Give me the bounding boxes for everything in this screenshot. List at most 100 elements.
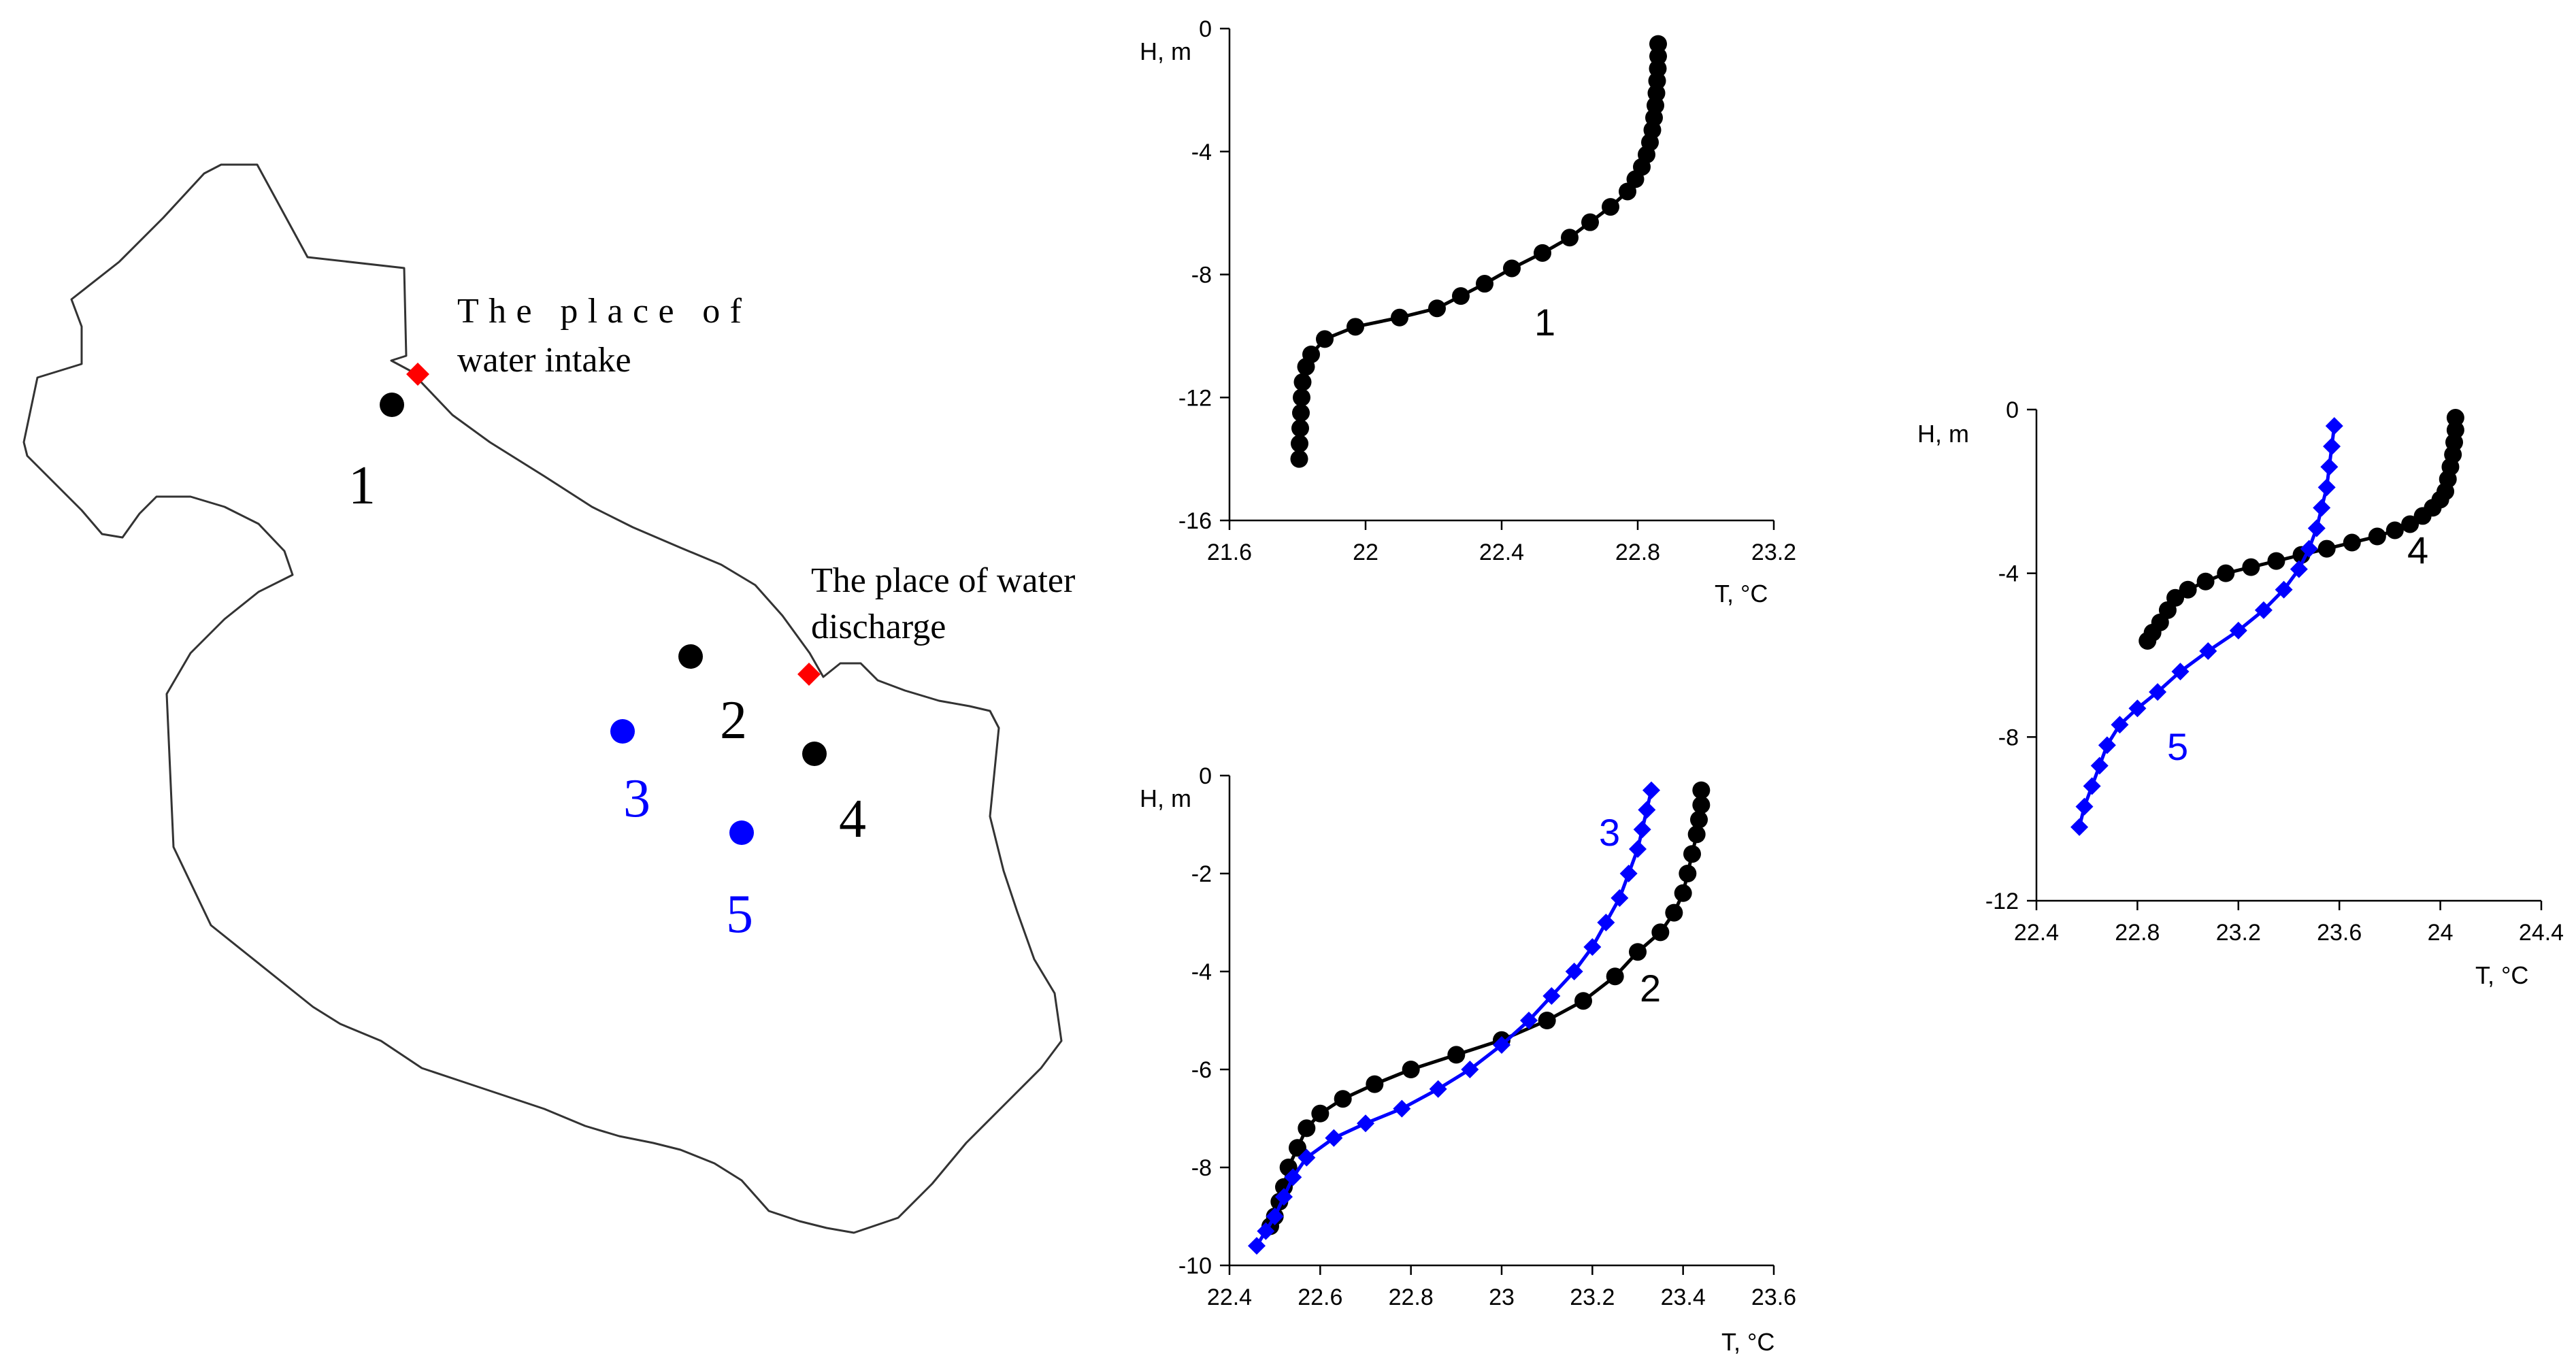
series-5-point	[2325, 417, 2343, 435]
chart-stations-2-3: 22.4 22.6 22.8 23 23.2 23.4 23.6-10-8-6-4-20H,…	[1140, 763, 1796, 1356]
series-3-point	[1583, 938, 1602, 956]
series-5-point	[2149, 683, 2167, 701]
series-1-point	[1476, 275, 1493, 293]
x-tick-label: 22.8	[2115, 920, 2160, 946]
station-5-label: 5	[726, 884, 753, 944]
series-5-point	[2083, 777, 2101, 795]
x-axis-label: T, °C	[1721, 1328, 1774, 1356]
x-axis-label: T, °C	[1715, 580, 1768, 608]
series-2-point	[1275, 1178, 1293, 1196]
series-1-point	[1452, 287, 1470, 305]
series-3-point	[1257, 1222, 1275, 1240]
series-2-point	[1679, 865, 1697, 882]
series-5-point	[2229, 621, 2247, 640]
y-tick-label: 0	[1199, 763, 1212, 789]
series-3-point	[1619, 865, 1638, 882]
series-5-point	[2254, 601, 2273, 619]
chart-station-1: 21.6 22 22.4 22.8 23.2 -16 -12 -8 -4 0 H, m T, °C 1	[1140, 16, 1796, 608]
series-2-point	[1574, 992, 1592, 1010]
series-1-line	[1298, 44, 1660, 459]
series-2-point	[1683, 845, 1701, 863]
y-tick-label: -8	[1998, 725, 2019, 750]
series-2-point	[1674, 884, 1692, 902]
station-4-label: 4	[839, 789, 866, 849]
series-3-point	[1638, 801, 1656, 819]
station-2-point	[678, 644, 703, 669]
x-tick-label: 22.4	[1479, 539, 1524, 565]
series-5-point	[2111, 716, 2129, 734]
series-1-point	[1581, 213, 1599, 231]
x-tick-label: 21.6	[1207, 539, 1252, 565]
series-5-point	[2313, 499, 2331, 517]
series-3-point	[1642, 781, 1660, 799]
series-3-point	[1284, 1168, 1302, 1186]
series-5-point	[2070, 818, 2089, 836]
y-tick-label: -10	[1178, 1253, 1212, 1279]
chart-stations-4-5: 22.4 22.8 23.2 23.6 24 24.4 -12 -8 -4 0 H, m T, °C 4…	[1917, 397, 2564, 989]
series-2-point	[1289, 1139, 1306, 1157]
y-tick-label: 0	[1199, 16, 1212, 42]
water-intake-annotation-line1: The place of	[457, 292, 742, 331]
series-3-point	[1357, 1114, 1374, 1133]
series-2-point	[1651, 923, 1670, 942]
x-tick-label: 22	[1353, 539, 1378, 565]
series-3-point	[1461, 1061, 1479, 1078]
x-tick-label: 22.6	[1298, 1284, 1342, 1310]
y-axis-label: H, m	[1917, 420, 1969, 448]
series-3-label: 3	[1599, 811, 1620, 854]
y-tick-label: -12	[1178, 385, 1212, 411]
series-5-point	[2075, 797, 2094, 816]
series-3-point	[1565, 963, 1583, 980]
series-4-point	[2368, 527, 2386, 546]
series-1-point	[1649, 47, 1667, 65]
series-5-point	[2275, 580, 2293, 599]
series-2-point	[1629, 943, 1647, 961]
series-4-point	[2196, 572, 2215, 591]
series-4-point	[2401, 515, 2420, 533]
series-1-point	[1347, 318, 1364, 336]
series-2-point	[1538, 1012, 1556, 1029]
x-tick-label: 23.2	[1570, 1284, 1615, 1310]
y-tick-label: -4	[1191, 959, 1212, 985]
series-2-point	[1311, 1104, 1330, 1123]
x-tick-label: 22.8	[1615, 539, 1660, 565]
y-axis-label: H, m	[1140, 37, 1191, 65]
x-tick-label: 22.4	[1207, 1284, 1252, 1310]
series-3-line	[1255, 790, 1653, 1247]
series-3-point	[1325, 1129, 1343, 1147]
station-3-label: 3	[623, 769, 650, 829]
series-3-point	[1298, 1148, 1316, 1167]
series-5-point	[2090, 757, 2109, 775]
series-4-point	[2217, 564, 2235, 582]
y-tick-label: -4	[1998, 561, 2019, 587]
y-tick-label: -8	[1191, 1155, 1212, 1181]
series-2-point	[1606, 967, 1624, 986]
x-tick-label: 23.6	[1751, 1284, 1796, 1310]
series-2-point	[1687, 825, 1706, 844]
y-tick-label: -2	[1191, 861, 1212, 887]
series-5-line	[2077, 425, 2336, 828]
series-4-point	[2267, 552, 2285, 570]
series-5-label: 5	[2167, 725, 2188, 768]
series-1-point	[1561, 229, 1579, 247]
series-1-point	[1619, 182, 1636, 201]
station-3-point	[610, 719, 635, 744]
series-1-point	[1297, 358, 1315, 376]
series-4-point	[2413, 507, 2432, 525]
series-3-point	[1629, 840, 1647, 858]
series-5-point	[2300, 539, 2318, 558]
series-2-point	[1665, 903, 1683, 922]
series-5-point	[2320, 458, 2339, 476]
series-2-label: 2	[1640, 967, 1661, 1010]
series-1-point	[1649, 35, 1667, 53]
series-1-point	[1534, 244, 1551, 262]
series-5-point	[2199, 642, 2217, 660]
water-intake-annotation-line2: water intake	[457, 341, 631, 380]
series-5-point	[2323, 437, 2341, 456]
series-2-point	[1366, 1075, 1384, 1093]
series-3-point	[1248, 1237, 1266, 1255]
series-1-point	[1293, 373, 1312, 391]
x-tick-label: 24.4	[2519, 920, 2564, 946]
series-2-point	[1298, 1119, 1316, 1137]
